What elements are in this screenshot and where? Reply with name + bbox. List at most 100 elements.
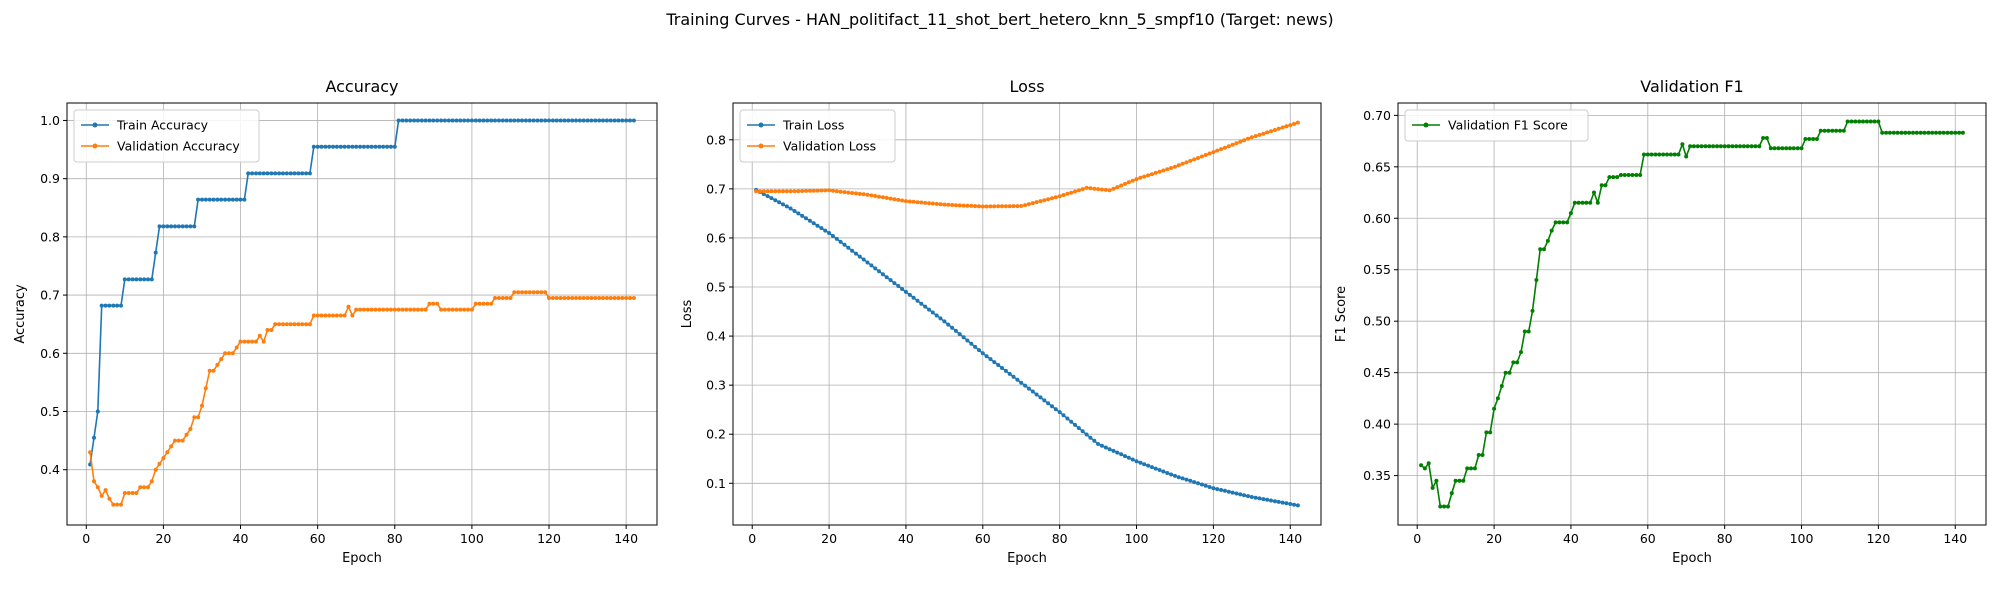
accuracy-data-point: [396, 118, 401, 123]
accuracy-data-point: [562, 118, 567, 123]
loss-data-point: [1119, 183, 1124, 188]
f1-data-point: [1642, 152, 1646, 157]
loss-data-point: [1238, 139, 1243, 144]
loss-data-point: [984, 354, 989, 359]
loss-data-point: [792, 209, 797, 213]
f1-y-tick-label: 0.60: [1363, 211, 1391, 226]
loss-data-point: [946, 322, 951, 327]
accuracy-data-point: [597, 118, 602, 123]
loss-data-point: [1069, 419, 1074, 424]
accuracy-data-point: [331, 144, 336, 149]
accuracy-data-point: [334, 144, 339, 149]
accuracy-data-point: [95, 409, 100, 414]
loss-data-point: [1038, 395, 1043, 400]
loss-data-point: [973, 344, 978, 349]
accuracy-data-point: [215, 362, 220, 367]
accuracy-data-point: [404, 118, 409, 123]
accuracy-data-point: [99, 493, 104, 498]
f1-data-point: [1595, 200, 1600, 205]
loss-data-point: [804, 216, 808, 221]
accuracy-legend-label: Train Accuracy: [116, 118, 209, 133]
loss-data-point: [765, 189, 770, 194]
accuracy-data-point: [304, 322, 309, 327]
accuracy-data-point: [103, 303, 108, 308]
f1-data-point: [1438, 504, 1443, 509]
loss-legend-label: Validation Loss: [783, 139, 876, 154]
loss-data-point: [988, 204, 993, 209]
accuracy-data-point: [277, 322, 282, 327]
accuracy-data-point: [269, 328, 274, 332]
accuracy-data-point: [234, 345, 239, 350]
accuracy-data-point: [601, 118, 605, 123]
f1-data-point: [1446, 504, 1450, 509]
loss-data-point: [911, 295, 916, 300]
f1-data-point: [1926, 130, 1931, 135]
loss-data-point: [1176, 163, 1181, 168]
loss-data-point: [1196, 156, 1200, 160]
loss-data-point: [884, 195, 889, 200]
accuracy-data-point: [88, 450, 93, 455]
loss-data-point: [1157, 468, 1162, 472]
accuracy-data-point: [227, 351, 231, 356]
loss-data-point: [830, 234, 835, 238]
loss-data-point: [1019, 380, 1024, 385]
loss-data-point: [1288, 502, 1293, 506]
accuracy-data-point: [146, 277, 150, 282]
loss-data-point: [838, 189, 843, 194]
loss-data-point: [973, 204, 978, 209]
accuracy-data-point: [115, 303, 120, 308]
loss-data-point: [1161, 168, 1166, 173]
f1-data-point: [1530, 308, 1535, 313]
loss-data-point: [992, 360, 997, 365]
f1-data-point: [1957, 130, 1962, 135]
loss-data-point: [1057, 410, 1062, 415]
f1-plot-area: 0 20 40 60 80 100 120 140 0.35 0.40 0.45 0.50 0.55 0.…: [1363, 102, 1987, 546]
loss-data-point: [819, 226, 824, 231]
loss-data-point: [1295, 503, 1300, 508]
f1-data-point: [1911, 130, 1915, 135]
f1-data-point: [1519, 350, 1523, 355]
f1-data-point: [1718, 144, 1723, 149]
loss-data-point: [1019, 204, 1024, 208]
f1-data-point: [1626, 173, 1631, 177]
f1-data-point: [1918, 130, 1923, 135]
accuracy-data-point: [334, 313, 339, 318]
accuracy-x-tick-label: 40: [233, 531, 249, 546]
loss-data-point: [1257, 132, 1262, 137]
accuracy-data-point: [469, 307, 474, 312]
f1-data-point: [1838, 128, 1842, 133]
loss-data-point: [1123, 181, 1127, 186]
loss-x-tick-label: 0: [748, 531, 756, 546]
loss-data-point: [892, 281, 897, 286]
f1-data-point: [1688, 144, 1693, 149]
loss-data-point: [1046, 197, 1051, 202]
accuracy-data-point: [550, 296, 555, 300]
accuracy-data-point: [180, 438, 185, 443]
f1-legend: [1404, 109, 1589, 142]
accuracy-data-point: [176, 438, 181, 443]
accuracy-data-point: [508, 118, 513, 123]
loss-data-point: [777, 200, 782, 205]
accuracy-data-point: [593, 118, 598, 123]
f1-data-point: [1903, 130, 1908, 135]
loss-data-point: [942, 202, 947, 207]
f1-data-point: [1480, 453, 1485, 457]
loss-data-point: [1111, 448, 1116, 453]
loss-data-point: [842, 242, 847, 247]
loss-data-point: [1138, 175, 1143, 180]
f1-axes-frame: [1397, 102, 1987, 526]
accuracy-data-point: [547, 118, 551, 123]
loss-data-point: [1057, 194, 1062, 199]
f1-data-point: [1534, 278, 1539, 282]
loss-data-point: [1038, 199, 1043, 204]
f1-data-point: [1645, 152, 1650, 157]
accuracy-data-point: [581, 296, 586, 300]
loss-data-point: [1103, 187, 1108, 192]
f1-data-point: [1638, 173, 1643, 177]
accuracy-data-point: [149, 479, 154, 484]
loss-data-point: [1173, 473, 1177, 478]
accuracy-legend-marker: [92, 143, 98, 149]
accuracy-data-point: [620, 118, 625, 123]
accuracy-data-point: [377, 144, 382, 149]
loss-data-point: [811, 221, 816, 226]
